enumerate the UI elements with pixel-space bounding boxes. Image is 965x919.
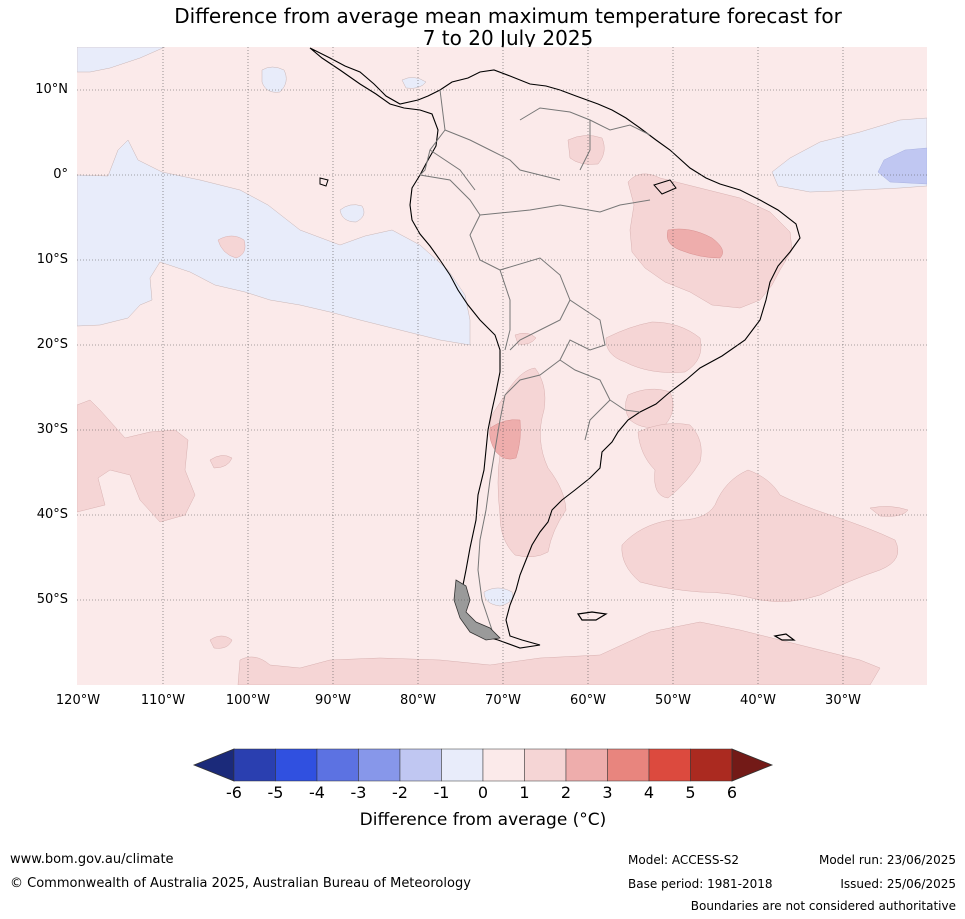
map-gridlines bbox=[77, 47, 927, 685]
colorbar-tick: -2 bbox=[392, 783, 408, 802]
colorbar-tick: -3 bbox=[350, 783, 367, 802]
island-falklands bbox=[576, 611, 608, 621]
colorbar-bin bbox=[275, 748, 318, 782]
anomaly-warm-uruguay bbox=[637, 423, 702, 499]
colorbar-bin bbox=[316, 748, 359, 782]
lon-label-80w: 80°W bbox=[400, 693, 436, 708]
lon-label-50w: 50°W bbox=[655, 693, 691, 708]
anomaly-warm-pacific-south bbox=[77, 399, 196, 523]
anomaly-cool-caribbean bbox=[401, 77, 427, 89]
anomaly-cool-pacific-north bbox=[77, 47, 166, 73]
colorbar-tick: -5 bbox=[267, 783, 284, 802]
anomaly-warm-pacific-small2 bbox=[217, 235, 246, 259]
colorbar-bin bbox=[482, 748, 525, 782]
anomaly-warm-pacific-tiny bbox=[209, 635, 233, 649]
footer-website: www.bom.gov.au/climate bbox=[10, 852, 174, 867]
lat-label-20s: 20°S bbox=[36, 337, 68, 352]
colorbar-tick: 1 bbox=[519, 783, 530, 802]
colorbar-min-arrow bbox=[192, 748, 235, 782]
colorbar-tick: 5 bbox=[685, 783, 696, 802]
lat-label-30s: 30°S bbox=[36, 422, 68, 437]
colorbar-tick: -4 bbox=[309, 783, 325, 802]
anomaly-cool-pacific-small bbox=[339, 204, 365, 223]
lon-label-60w: 60°W bbox=[570, 693, 606, 708]
colorbar-bin bbox=[690, 748, 733, 782]
colorbar-tick: -1 bbox=[433, 783, 450, 802]
map-title-line2: 7 to 20 July 2025 bbox=[422, 26, 594, 50]
footer-model: Model: ACCESS-S2 bbox=[628, 853, 740, 867]
footer-disclaimer: Boundaries are not considered authoritat… bbox=[690, 899, 956, 913]
anomaly-warm-chile-north bbox=[514, 332, 537, 345]
island-galapagos bbox=[319, 177, 329, 187]
lon-label-40w: 40°W bbox=[740, 693, 776, 708]
lon-label-90w: 90°W bbox=[315, 693, 351, 708]
colorbar-tick: 0 bbox=[477, 783, 489, 802]
anomaly-warm-south-pacific bbox=[237, 621, 881, 685]
coastline-south-america bbox=[309, 47, 801, 649]
colorbar-bin bbox=[441, 748, 484, 782]
lat-label-10s: 10°S bbox=[36, 252, 68, 267]
colorbar-tick: 2 bbox=[560, 783, 572, 802]
anomaly-warm-atlantic-small bbox=[869, 506, 909, 517]
colorbar-tick: 3 bbox=[602, 783, 613, 802]
lat-label-50s: 50°S bbox=[36, 592, 68, 607]
colorbar-tick: -6 bbox=[226, 783, 242, 802]
footer-base-period: Base period: 1981-2018 bbox=[628, 877, 773, 891]
footer-issued: Issued: 25/06/2025 bbox=[840, 877, 956, 891]
anomaly-warm-pacific-small bbox=[209, 455, 233, 469]
anomaly-warm-central-brazil bbox=[605, 321, 702, 373]
colorbar-bin bbox=[399, 748, 442, 782]
island-marajo bbox=[653, 179, 677, 195]
anomaly-cool-patagonia bbox=[483, 587, 513, 607]
anomaly-warm-argentina bbox=[490, 367, 567, 558]
lat-label-10n: 10°N bbox=[35, 82, 68, 97]
colorbar-bin bbox=[233, 748, 276, 782]
footer-model-run: Model run: 23/06/2025 bbox=[818, 853, 956, 867]
colorbar-bin bbox=[524, 748, 567, 782]
colorbar-tick: 6 bbox=[726, 783, 738, 802]
island-south-georgia bbox=[773, 633, 796, 641]
lon-label-30w: 30°W bbox=[825, 693, 861, 708]
lon-label-100w: 100°W bbox=[225, 693, 271, 708]
anomaly-cool-pacific-isle bbox=[261, 66, 287, 93]
colorbar-bin bbox=[648, 748, 691, 782]
colorbar-bin bbox=[565, 748, 608, 782]
anomaly-warm-south-atlantic bbox=[621, 469, 899, 602]
lon-label-120w: 120°W bbox=[55, 693, 101, 708]
lat-label-40s: 40°S bbox=[36, 507, 68, 522]
lon-label-70w: 70°W bbox=[485, 693, 521, 708]
map-title-line1: Difference from average mean maximum tem… bbox=[174, 4, 842, 28]
anomaly-warm-ne-brazil-core bbox=[667, 228, 723, 259]
colorbar-label: Difference from average (°C) bbox=[359, 810, 607, 830]
lat-label-0: 0° bbox=[53, 167, 68, 182]
island-tierra-del-fuego bbox=[453, 579, 501, 641]
anomaly-warm-argentina-core bbox=[489, 419, 521, 460]
anomaly-warm-amazon bbox=[567, 135, 605, 165]
colorbar-tick: 4 bbox=[643, 783, 655, 802]
colorbar-bin bbox=[358, 748, 401, 782]
colorbar-max-arrow bbox=[731, 748, 774, 782]
lon-label-110w: 110°W bbox=[140, 693, 186, 708]
colorbar-bin bbox=[607, 748, 650, 782]
footer-copyright: © Commonwealth of Australia 2025, Austra… bbox=[10, 876, 471, 891]
